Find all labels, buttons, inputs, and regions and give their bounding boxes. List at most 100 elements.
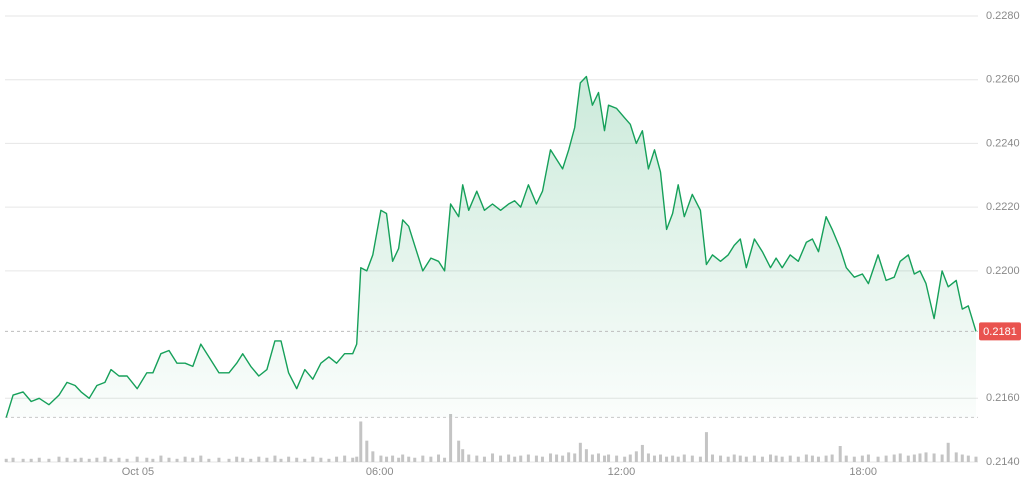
volume-bar bbox=[159, 455, 163, 462]
volume-bar bbox=[549, 453, 553, 462]
volume-bar bbox=[690, 455, 694, 462]
volume-bar bbox=[257, 456, 261, 462]
volume-bar bbox=[359, 421, 363, 462]
volume-bar bbox=[898, 453, 902, 462]
volume-bar bbox=[924, 452, 928, 462]
volume-bar bbox=[876, 456, 880, 462]
volume-bar bbox=[449, 414, 453, 462]
volume-bar bbox=[603, 455, 607, 462]
volume-bar bbox=[780, 456, 784, 462]
volume-bar bbox=[279, 458, 283, 462]
volume-bar bbox=[738, 455, 742, 462]
volume-bar bbox=[918, 453, 922, 462]
volume-bar bbox=[954, 452, 958, 462]
volume-bar bbox=[623, 456, 627, 462]
volume-bar bbox=[796, 456, 800, 462]
volume-bar bbox=[327, 458, 331, 462]
volume-bar bbox=[443, 457, 447, 462]
volume-bar bbox=[838, 446, 842, 462]
volume-bar bbox=[21, 458, 25, 462]
volume-bar bbox=[217, 457, 221, 462]
volume-bar bbox=[227, 458, 231, 462]
volume-bar bbox=[461, 449, 465, 462]
volume-bar bbox=[311, 456, 315, 462]
volume-bar bbox=[109, 458, 113, 462]
volume-bar bbox=[634, 451, 638, 462]
volume-bar bbox=[11, 457, 15, 462]
volume-bar bbox=[710, 454, 714, 462]
volume-bar bbox=[491, 453, 495, 462]
volume-bar bbox=[615, 455, 619, 462]
volume-bar bbox=[534, 455, 538, 462]
volume-bar bbox=[249, 458, 253, 462]
volume-bar bbox=[830, 454, 834, 462]
x-tick-label: 06:00 bbox=[366, 466, 394, 478]
volume-bar bbox=[235, 456, 239, 462]
volume-bar bbox=[151, 458, 155, 462]
volume-bar bbox=[561, 455, 565, 462]
volume-bar bbox=[555, 454, 559, 462]
volume-bar bbox=[397, 457, 401, 462]
volume-bar bbox=[866, 454, 870, 462]
volume-bar bbox=[467, 454, 471, 462]
volume-bar bbox=[437, 454, 441, 462]
y-tick-label: 0.2240 bbox=[986, 137, 1020, 149]
volume-bar bbox=[726, 456, 730, 462]
volume-bar bbox=[385, 456, 389, 462]
volume-bar bbox=[665, 456, 669, 462]
volume-bar bbox=[145, 457, 149, 462]
volume-bar bbox=[578, 442, 582, 462]
volume-bar bbox=[540, 456, 544, 462]
last-price-label: 0.2181 bbox=[983, 326, 1017, 338]
y-tick-label: 0.2260 bbox=[986, 74, 1020, 86]
volume-bar bbox=[482, 456, 486, 462]
volume-bar bbox=[912, 454, 916, 462]
volume-bar bbox=[906, 455, 910, 462]
y-tick-label: 0.2220 bbox=[986, 201, 1020, 213]
volume-bar bbox=[207, 458, 211, 462]
volume-bar bbox=[519, 455, 523, 462]
volume-bar bbox=[355, 456, 359, 462]
volume-bar bbox=[429, 456, 433, 462]
volume-bar bbox=[507, 454, 511, 462]
volume-bar bbox=[125, 458, 129, 462]
volume-bar bbox=[816, 456, 820, 462]
volume-bar bbox=[892, 454, 896, 462]
volume-bar bbox=[646, 453, 650, 462]
volume-bar bbox=[788, 455, 792, 462]
volume-bar bbox=[391, 455, 395, 462]
volume-bar bbox=[774, 455, 778, 462]
volume-bar bbox=[183, 456, 187, 462]
volume-bar bbox=[117, 457, 121, 462]
volume-bar bbox=[760, 456, 764, 462]
volume-bar bbox=[810, 455, 814, 462]
volume-bar bbox=[47, 458, 51, 462]
x-tick-label: 18:00 bbox=[849, 466, 877, 478]
x-tick-label: 12:00 bbox=[608, 466, 636, 478]
volume-bar bbox=[295, 457, 299, 462]
volume-bar bbox=[513, 456, 517, 462]
volume-bar bbox=[640, 444, 644, 462]
volume-bar bbox=[704, 432, 708, 462]
price-area bbox=[6, 76, 976, 418]
volume-bar bbox=[103, 456, 107, 462]
volume-bar bbox=[752, 455, 756, 462]
volume-bar bbox=[319, 457, 323, 462]
volume-bar bbox=[940, 454, 944, 462]
volume-bar bbox=[596, 453, 600, 462]
volume-bar bbox=[407, 456, 411, 462]
volume-bar bbox=[175, 458, 179, 462]
volume-bar bbox=[265, 457, 269, 462]
volume-bar bbox=[65, 457, 69, 462]
volume-bar bbox=[932, 453, 936, 462]
y-tick-label: 0.2140 bbox=[986, 456, 1020, 468]
volume-bar bbox=[884, 455, 888, 462]
volume-bar bbox=[303, 458, 307, 462]
volume-bar bbox=[744, 456, 748, 462]
volume-bar bbox=[590, 454, 594, 462]
volume-bar bbox=[607, 454, 611, 462]
volume-bar bbox=[335, 456, 339, 462]
volume-bar bbox=[475, 455, 479, 462]
volume-bar bbox=[457, 440, 461, 462]
